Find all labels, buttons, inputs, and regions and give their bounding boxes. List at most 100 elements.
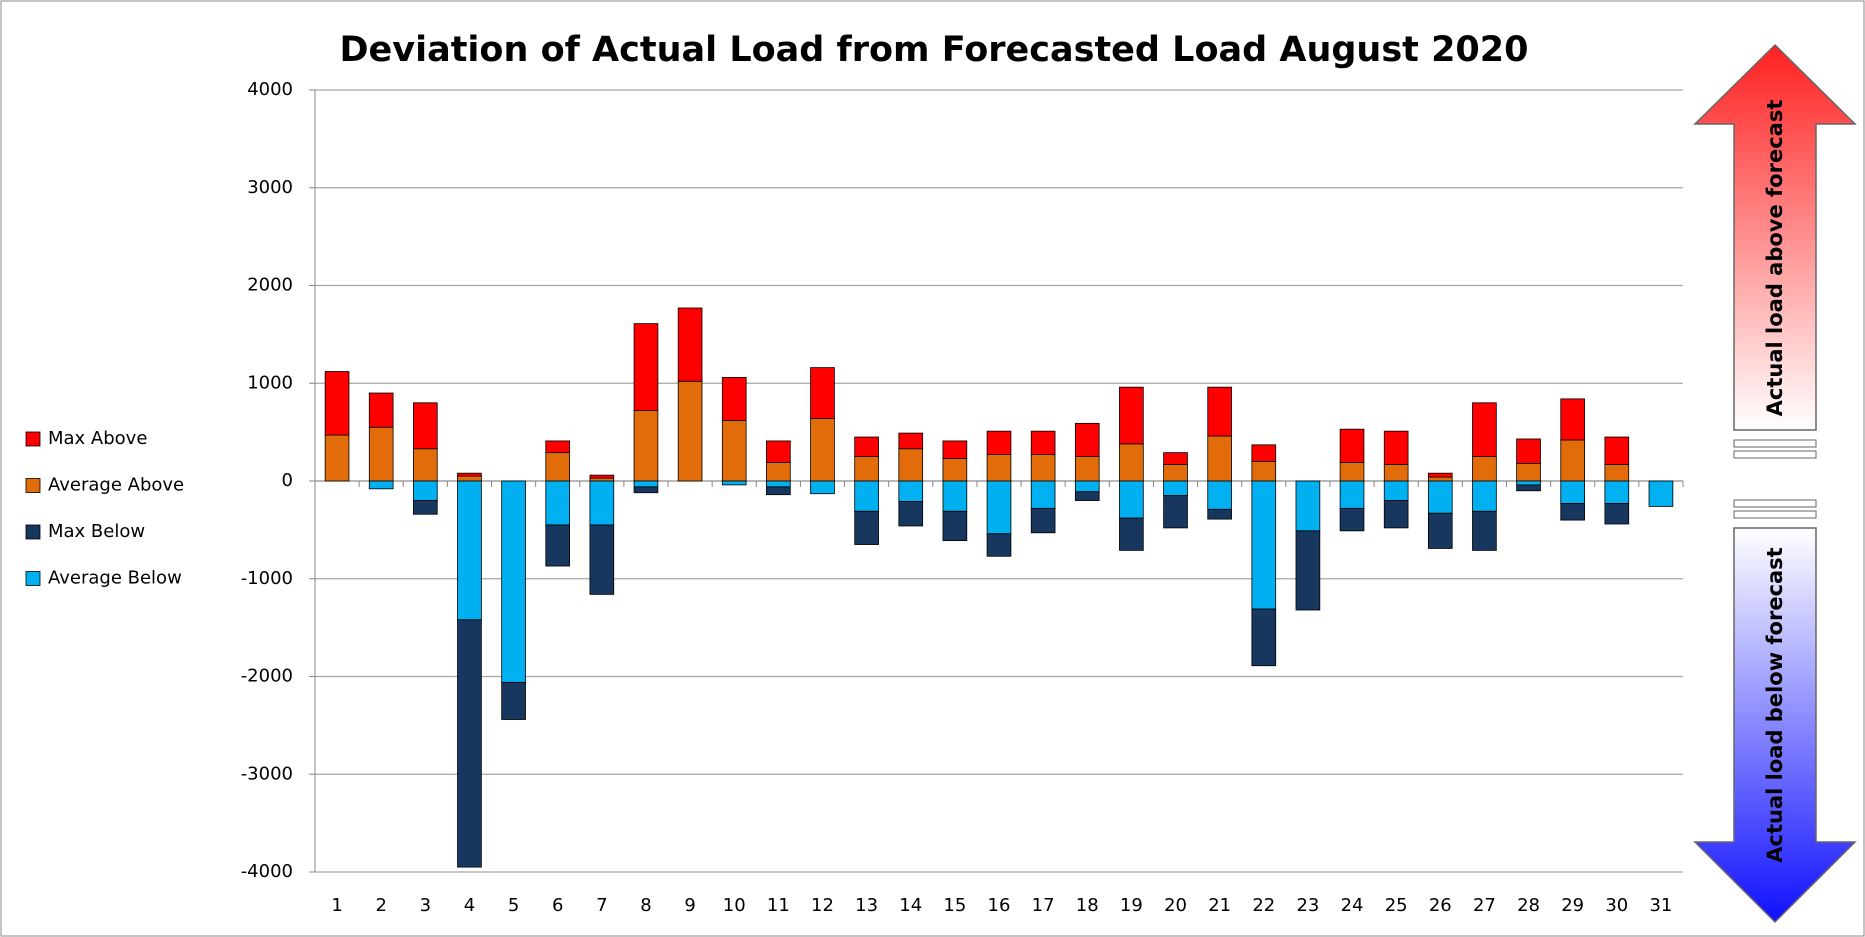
bar — [457, 472, 482, 477]
bar — [457, 480, 482, 621]
bar — [986, 480, 1012, 535]
bar — [854, 510, 879, 545]
legend-label: Average Above — [48, 475, 184, 496]
bar — [1516, 480, 1541, 486]
bar — [1472, 480, 1497, 512]
x-tick-label: 29 — [1561, 895, 1584, 916]
x-tick-label: 21 — [1208, 895, 1231, 916]
bar — [898, 432, 924, 450]
x-tick-label: 14 — [899, 895, 922, 916]
bar — [766, 462, 791, 482]
bar — [1560, 503, 1585, 521]
legend-label: Max Above — [48, 428, 147, 449]
bar — [1339, 462, 1365, 482]
bar — [589, 477, 615, 482]
bar — [1163, 480, 1188, 497]
y-tick-label: 2000 — [247, 275, 293, 296]
x-tick-label: 30 — [1605, 895, 1628, 916]
legend-swatch — [25, 571, 41, 586]
x-tick-label: 10 — [723, 895, 746, 916]
bar — [810, 418, 835, 482]
bar — [1074, 491, 1100, 501]
y-tick-label: 1000 — [247, 372, 293, 393]
x-tick-label: 18 — [1076, 895, 1099, 916]
chart-title: Deviation of Actual Load from Forecasted… — [339, 30, 1528, 70]
x-tick-label: 5 — [508, 895, 519, 916]
bar — [545, 480, 571, 526]
bar — [1030, 507, 1056, 534]
bar — [1119, 386, 1144, 445]
break — [1733, 510, 1817, 519]
bar — [898, 480, 924, 502]
x-tick-label: 22 — [1252, 895, 1275, 916]
bar — [1339, 480, 1365, 509]
bar — [1427, 472, 1453, 478]
bar — [942, 458, 968, 482]
bar — [1074, 422, 1100, 457]
x-tick-label: 24 — [1341, 895, 1364, 916]
bar — [1207, 435, 1232, 482]
bar — [986, 533, 1012, 557]
x-tick-label: 2 — [375, 895, 386, 916]
x-tick-label: 26 — [1429, 895, 1452, 916]
x-tick-label: 19 — [1120, 895, 1143, 916]
bar — [721, 480, 747, 486]
x-tick-label: 9 — [684, 895, 695, 916]
legend-label: Average Below — [48, 568, 182, 589]
bar — [1604, 436, 1630, 465]
bar — [721, 419, 747, 482]
bar — [1516, 438, 1541, 464]
bar — [368, 480, 394, 490]
x-tick-label: 20 — [1164, 895, 1187, 916]
bar — [1030, 480, 1056, 509]
bar — [413, 500, 438, 515]
x-tick-label: 25 — [1385, 895, 1408, 916]
bar — [1207, 508, 1232, 520]
legend-swatch — [25, 524, 41, 540]
bar — [1383, 500, 1409, 529]
x-tick-label: 28 — [1517, 895, 1540, 916]
bar — [721, 376, 747, 421]
bar — [545, 524, 571, 567]
bar — [766, 440, 791, 463]
annotation: Actual load below forecast — [1763, 547, 1787, 862]
bar — [1427, 476, 1453, 482]
x-tick-label: 13 — [855, 895, 878, 916]
bar — [1207, 386, 1232, 437]
bar — [1472, 510, 1497, 551]
bar — [457, 475, 482, 482]
bar — [324, 371, 350, 436]
y-tick-label: -1000 — [241, 568, 293, 589]
bar — [854, 456, 879, 482]
x-tick-label: 23 — [1296, 895, 1319, 916]
bar — [898, 448, 924, 482]
bar — [1251, 444, 1277, 462]
bar — [1295, 480, 1321, 532]
bar — [589, 480, 615, 526]
bar — [1560, 480, 1585, 504]
bar — [633, 486, 659, 494]
bar — [1295, 530, 1321, 611]
x-tick-label: 8 — [640, 895, 651, 916]
bar — [413, 402, 438, 450]
bar — [1604, 503, 1630, 525]
bar — [1339, 507, 1365, 532]
bar — [1383, 463, 1409, 482]
bar — [986, 454, 1012, 482]
bar — [1560, 439, 1585, 482]
bar — [413, 480, 438, 501]
bar — [1074, 480, 1100, 493]
bar — [1163, 452, 1188, 465]
bar — [1251, 608, 1277, 667]
bar — [1383, 430, 1409, 465]
bar — [766, 480, 791, 488]
y-tick-label: 4000 — [247, 79, 293, 100]
break — [1733, 439, 1817, 448]
bar — [545, 440, 571, 454]
bar — [1472, 402, 1497, 457]
bar — [633, 410, 659, 482]
x-tick-label: 11 — [767, 895, 790, 916]
bar — [545, 452, 571, 482]
x-tick-label: 27 — [1473, 895, 1496, 916]
